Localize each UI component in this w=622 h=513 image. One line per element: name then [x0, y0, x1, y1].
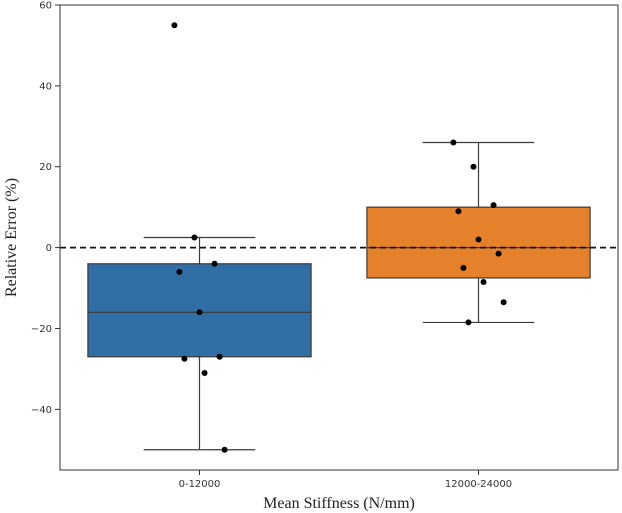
data-point	[475, 236, 482, 243]
data-point	[196, 309, 203, 316]
box-0-12000	[87, 236, 312, 451]
data-point	[500, 299, 507, 306]
data-point	[470, 163, 477, 170]
x-axis-title: Mean Stiffness (N/mm)	[263, 495, 415, 512]
y-axis-title: Relative Error (%)	[3, 178, 20, 297]
plot-frame	[59, 4, 619, 471]
data-point	[176, 268, 183, 275]
data-point	[201, 369, 208, 376]
data-point	[460, 264, 467, 271]
y-tick-label: 0	[46, 243, 52, 254]
x-tick-label: 12000-24000	[445, 479, 512, 490]
data-point	[221, 446, 228, 453]
boxes	[87, 141, 591, 451]
data-point	[171, 22, 178, 29]
data-point	[216, 353, 223, 360]
data-point	[191, 234, 198, 241]
y-tick-label: 20	[39, 162, 52, 173]
data-point	[181, 355, 188, 362]
data-point	[450, 139, 457, 146]
data-points	[171, 22, 507, 453]
y-tick-label: −20	[31, 324, 52, 335]
data-point	[495, 250, 502, 257]
data-point	[490, 202, 497, 209]
y-axis-ticks: 60 40 20 0 −20 −40	[31, 1, 60, 416]
y-tick-label: −40	[31, 405, 52, 416]
data-point	[211, 260, 218, 267]
data-point	[455, 208, 462, 215]
x-tick-label: 0-12000	[179, 479, 221, 490]
box-iqr	[366, 206, 591, 279]
data-point	[480, 278, 487, 285]
y-tick-label: 60	[39, 1, 52, 12]
x-axis-ticks: 0-12000 12000-24000	[179, 470, 512, 490]
data-point	[465, 319, 472, 326]
y-tick-label: 40	[39, 81, 52, 92]
box-12000-24000	[366, 141, 591, 324]
